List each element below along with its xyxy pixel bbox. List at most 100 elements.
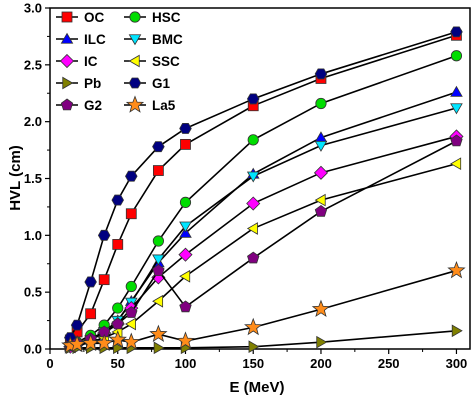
legend-label-hsc: HSC [152, 10, 181, 25]
data-point-pb [316, 335, 328, 349]
data-point-g1 [179, 123, 192, 134]
series-line-ssc [70, 162, 457, 348]
data-point-la5 [176, 331, 195, 349]
legend-item-ic: IC [56, 53, 98, 69]
legend-label-ic: IC [84, 54, 98, 69]
data-point-g2 [179, 300, 192, 313]
data-point-la5 [149, 324, 168, 343]
data-point-g1 [246, 93, 260, 105]
legend-item-pb: Pb [56, 76, 101, 91]
data-point-la5 [311, 299, 331, 318]
x-tick-label: 50 [111, 356, 125, 371]
y-tick-label: 2.5 [24, 57, 42, 72]
legend-item-g2: G2 [56, 98, 102, 113]
data-point-hsc [152, 235, 164, 247]
data-point-g2 [450, 134, 463, 147]
x-tick-label: 100 [175, 356, 197, 371]
data-point-bmc [179, 221, 192, 233]
data-point-g1 [314, 68, 328, 80]
legend-marker-g2 [60, 98, 74, 111]
series-la5 [61, 260, 466, 354]
legend-marker-oc [61, 11, 73, 23]
data-point-g1 [97, 229, 111, 241]
x-tick-label: 150 [242, 356, 264, 371]
y-tick-label: 1.0 [24, 228, 42, 243]
y-tick-label: 2.0 [24, 114, 42, 129]
data-point-la5 [67, 334, 87, 353]
y-axis-label: HVL (cm) [7, 145, 24, 211]
data-point-pb [451, 324, 463, 338]
data-point-bmc [314, 140, 328, 152]
data-point-ssc [124, 317, 136, 331]
x-tick-label: 0 [46, 356, 53, 371]
legend-marker-bmc [128, 34, 142, 46]
data-point-g2 [125, 306, 138, 318]
legend-label-la5: La5 [152, 98, 176, 113]
y-tick-label: 3.0 [24, 1, 42, 16]
data-point-ssc [152, 294, 164, 308]
data-point-oc [112, 239, 124, 250]
data-point-bmc [450, 103, 463, 115]
data-point-hsc [450, 50, 463, 62]
legend-marker-ilc [60, 32, 74, 44]
legend-label-ilc: ILC [84, 32, 106, 47]
data-point-hsc [125, 280, 137, 293]
data-point-ssc [179, 269, 191, 283]
data-point-hsc [315, 97, 327, 110]
data-point-oc [125, 208, 137, 220]
data-point-ic [313, 165, 329, 180]
data-point-hsc [179, 196, 192, 208]
data-point-g1 [70, 319, 84, 331]
series-line-oc [69, 34, 457, 341]
data-point-pb [248, 340, 260, 354]
data-point-g2 [152, 264, 165, 276]
data-point-g1 [125, 170, 138, 182]
x-tick-label: 300 [446, 356, 468, 371]
axes: 0 50 100 150 200 250 300 0.0 0.5 1.0 1.5 2.0 2.5 3.0 [24, 1, 471, 371]
data-point-la5 [447, 260, 466, 279]
data-point-ssc [314, 193, 326, 207]
data-point-g1 [152, 141, 165, 153]
x-tick-label: 250 [378, 356, 400, 371]
series-group [61, 26, 466, 355]
data-point-g2 [111, 317, 124, 330]
legend-marker-pb [62, 76, 74, 90]
legend-item-hsc: HSC [124, 10, 181, 25]
data-point-oc [98, 274, 110, 286]
data-point-ilc [450, 85, 463, 97]
data-point-oc [180, 138, 191, 150]
y-tick-label: 0.0 [24, 342, 42, 357]
data-point-g2 [247, 251, 260, 264]
legend-item-oc: OC [56, 10, 105, 25]
data-point-hsc [112, 302, 124, 314]
legend-marker-hsc [129, 11, 141, 23]
legend-marker-g1 [128, 77, 142, 89]
data-point-oc [85, 308, 97, 320]
legend-item-g1: G1 [124, 76, 171, 91]
y-tick-label: 0.5 [24, 285, 42, 300]
plot-frame [49, 7, 471, 350]
data-point-bmc [246, 171, 260, 183]
data-point-g2 [314, 204, 328, 217]
data-point-la5 [122, 332, 141, 350]
legend-item-ilc: ILC [56, 32, 106, 47]
data-point-g1 [450, 26, 463, 38]
series-g2 [64, 134, 463, 351]
legend-item-ssc: SSC [124, 54, 180, 69]
legend-item-la5: La5 [124, 95, 176, 113]
data-point-la5 [108, 330, 127, 348]
data-point-ic [246, 196, 261, 211]
legend-label-g1: G1 [152, 76, 171, 91]
data-point-hsc [247, 134, 259, 146]
x-tick-label: 200 [310, 356, 332, 371]
legend-marker-ic [59, 53, 75, 69]
x-axis-label: E (MeV) [229, 379, 284, 396]
legend: OC HSC ILC BMC IC SSC Pb G1 G2 La5 [56, 10, 183, 113]
legend-label-g2: G2 [84, 98, 102, 113]
data-point-oc [152, 165, 164, 176]
y-tick-label: 1.5 [24, 171, 42, 186]
data-point-g1 [84, 276, 97, 288]
data-point-la5 [95, 333, 114, 352]
legend-label-oc: OC [84, 10, 105, 25]
